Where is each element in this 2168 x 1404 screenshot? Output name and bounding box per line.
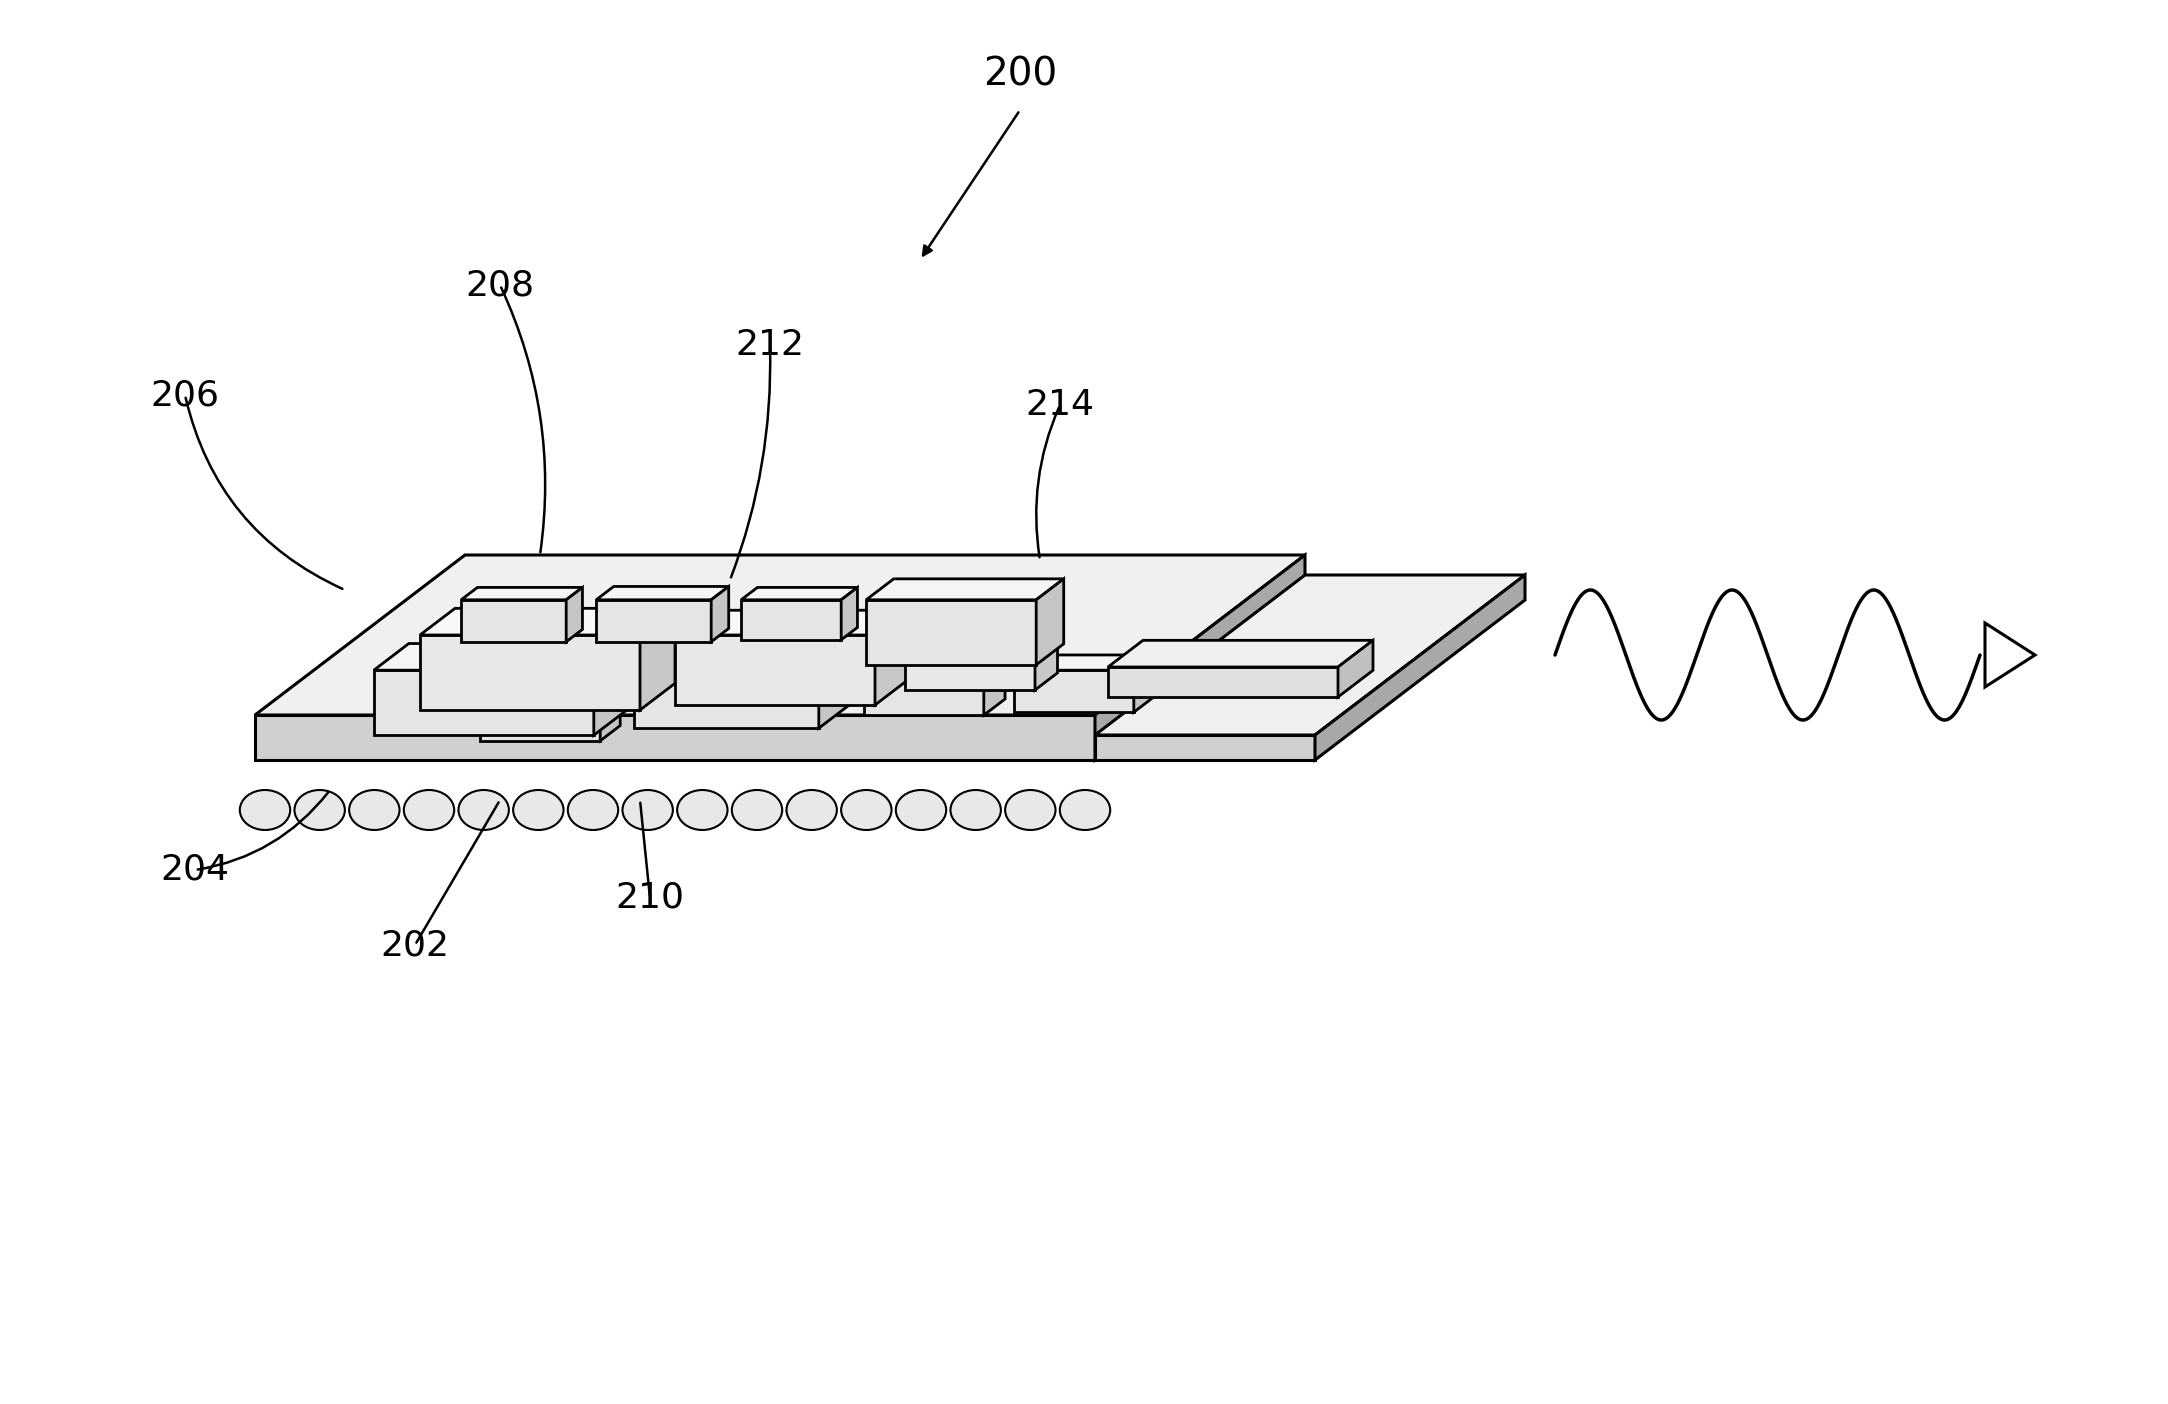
Ellipse shape bbox=[1006, 790, 1056, 830]
Polygon shape bbox=[741, 587, 859, 600]
Ellipse shape bbox=[676, 790, 728, 830]
Polygon shape bbox=[1134, 654, 1153, 712]
Polygon shape bbox=[566, 587, 583, 642]
Polygon shape bbox=[479, 681, 620, 696]
Ellipse shape bbox=[733, 790, 783, 830]
Polygon shape bbox=[820, 647, 850, 729]
Polygon shape bbox=[863, 670, 984, 715]
Polygon shape bbox=[1034, 618, 1058, 689]
Ellipse shape bbox=[622, 790, 672, 830]
Polygon shape bbox=[640, 608, 674, 710]
Polygon shape bbox=[841, 587, 859, 640]
Polygon shape bbox=[1095, 736, 1316, 760]
Polygon shape bbox=[711, 587, 728, 642]
Polygon shape bbox=[1036, 578, 1064, 665]
Text: 210: 210 bbox=[616, 880, 685, 915]
Text: 208: 208 bbox=[466, 268, 535, 302]
Polygon shape bbox=[633, 670, 820, 729]
Polygon shape bbox=[1095, 576, 1524, 736]
Polygon shape bbox=[596, 600, 711, 642]
Polygon shape bbox=[462, 600, 566, 642]
Polygon shape bbox=[1108, 640, 1372, 667]
Polygon shape bbox=[462, 587, 583, 600]
Polygon shape bbox=[421, 635, 640, 710]
Text: 204: 204 bbox=[160, 854, 230, 887]
Polygon shape bbox=[1015, 654, 1153, 670]
Polygon shape bbox=[601, 681, 620, 741]
Ellipse shape bbox=[241, 790, 291, 830]
Polygon shape bbox=[373, 643, 629, 670]
Polygon shape bbox=[867, 578, 1064, 600]
Polygon shape bbox=[876, 611, 908, 705]
Polygon shape bbox=[594, 643, 629, 736]
Polygon shape bbox=[256, 555, 1305, 715]
Polygon shape bbox=[741, 600, 841, 640]
Ellipse shape bbox=[950, 790, 1002, 830]
Ellipse shape bbox=[457, 790, 509, 830]
Ellipse shape bbox=[895, 790, 945, 830]
Text: 212: 212 bbox=[735, 329, 804, 362]
Ellipse shape bbox=[295, 790, 345, 830]
Polygon shape bbox=[674, 635, 876, 705]
Ellipse shape bbox=[1060, 790, 1110, 830]
Polygon shape bbox=[479, 696, 601, 741]
Polygon shape bbox=[863, 654, 1006, 670]
Text: 202: 202 bbox=[382, 928, 449, 962]
Text: 206: 206 bbox=[150, 378, 219, 411]
Polygon shape bbox=[1095, 555, 1305, 760]
Polygon shape bbox=[904, 635, 1034, 689]
Ellipse shape bbox=[787, 790, 837, 830]
Ellipse shape bbox=[841, 790, 891, 830]
Ellipse shape bbox=[403, 790, 455, 830]
Polygon shape bbox=[373, 670, 594, 736]
Polygon shape bbox=[1108, 667, 1338, 696]
Polygon shape bbox=[1338, 640, 1372, 696]
Polygon shape bbox=[984, 654, 1006, 715]
Text: 200: 200 bbox=[982, 56, 1058, 94]
Polygon shape bbox=[867, 600, 1036, 665]
Polygon shape bbox=[256, 715, 1095, 760]
Polygon shape bbox=[596, 587, 728, 600]
Polygon shape bbox=[904, 618, 1058, 635]
Ellipse shape bbox=[568, 790, 618, 830]
Text: 214: 214 bbox=[1025, 388, 1095, 423]
Ellipse shape bbox=[514, 790, 564, 830]
Polygon shape bbox=[633, 647, 850, 670]
Polygon shape bbox=[1316, 576, 1524, 760]
Ellipse shape bbox=[349, 790, 399, 830]
Polygon shape bbox=[1015, 670, 1134, 712]
Polygon shape bbox=[421, 608, 674, 635]
Polygon shape bbox=[674, 611, 908, 635]
